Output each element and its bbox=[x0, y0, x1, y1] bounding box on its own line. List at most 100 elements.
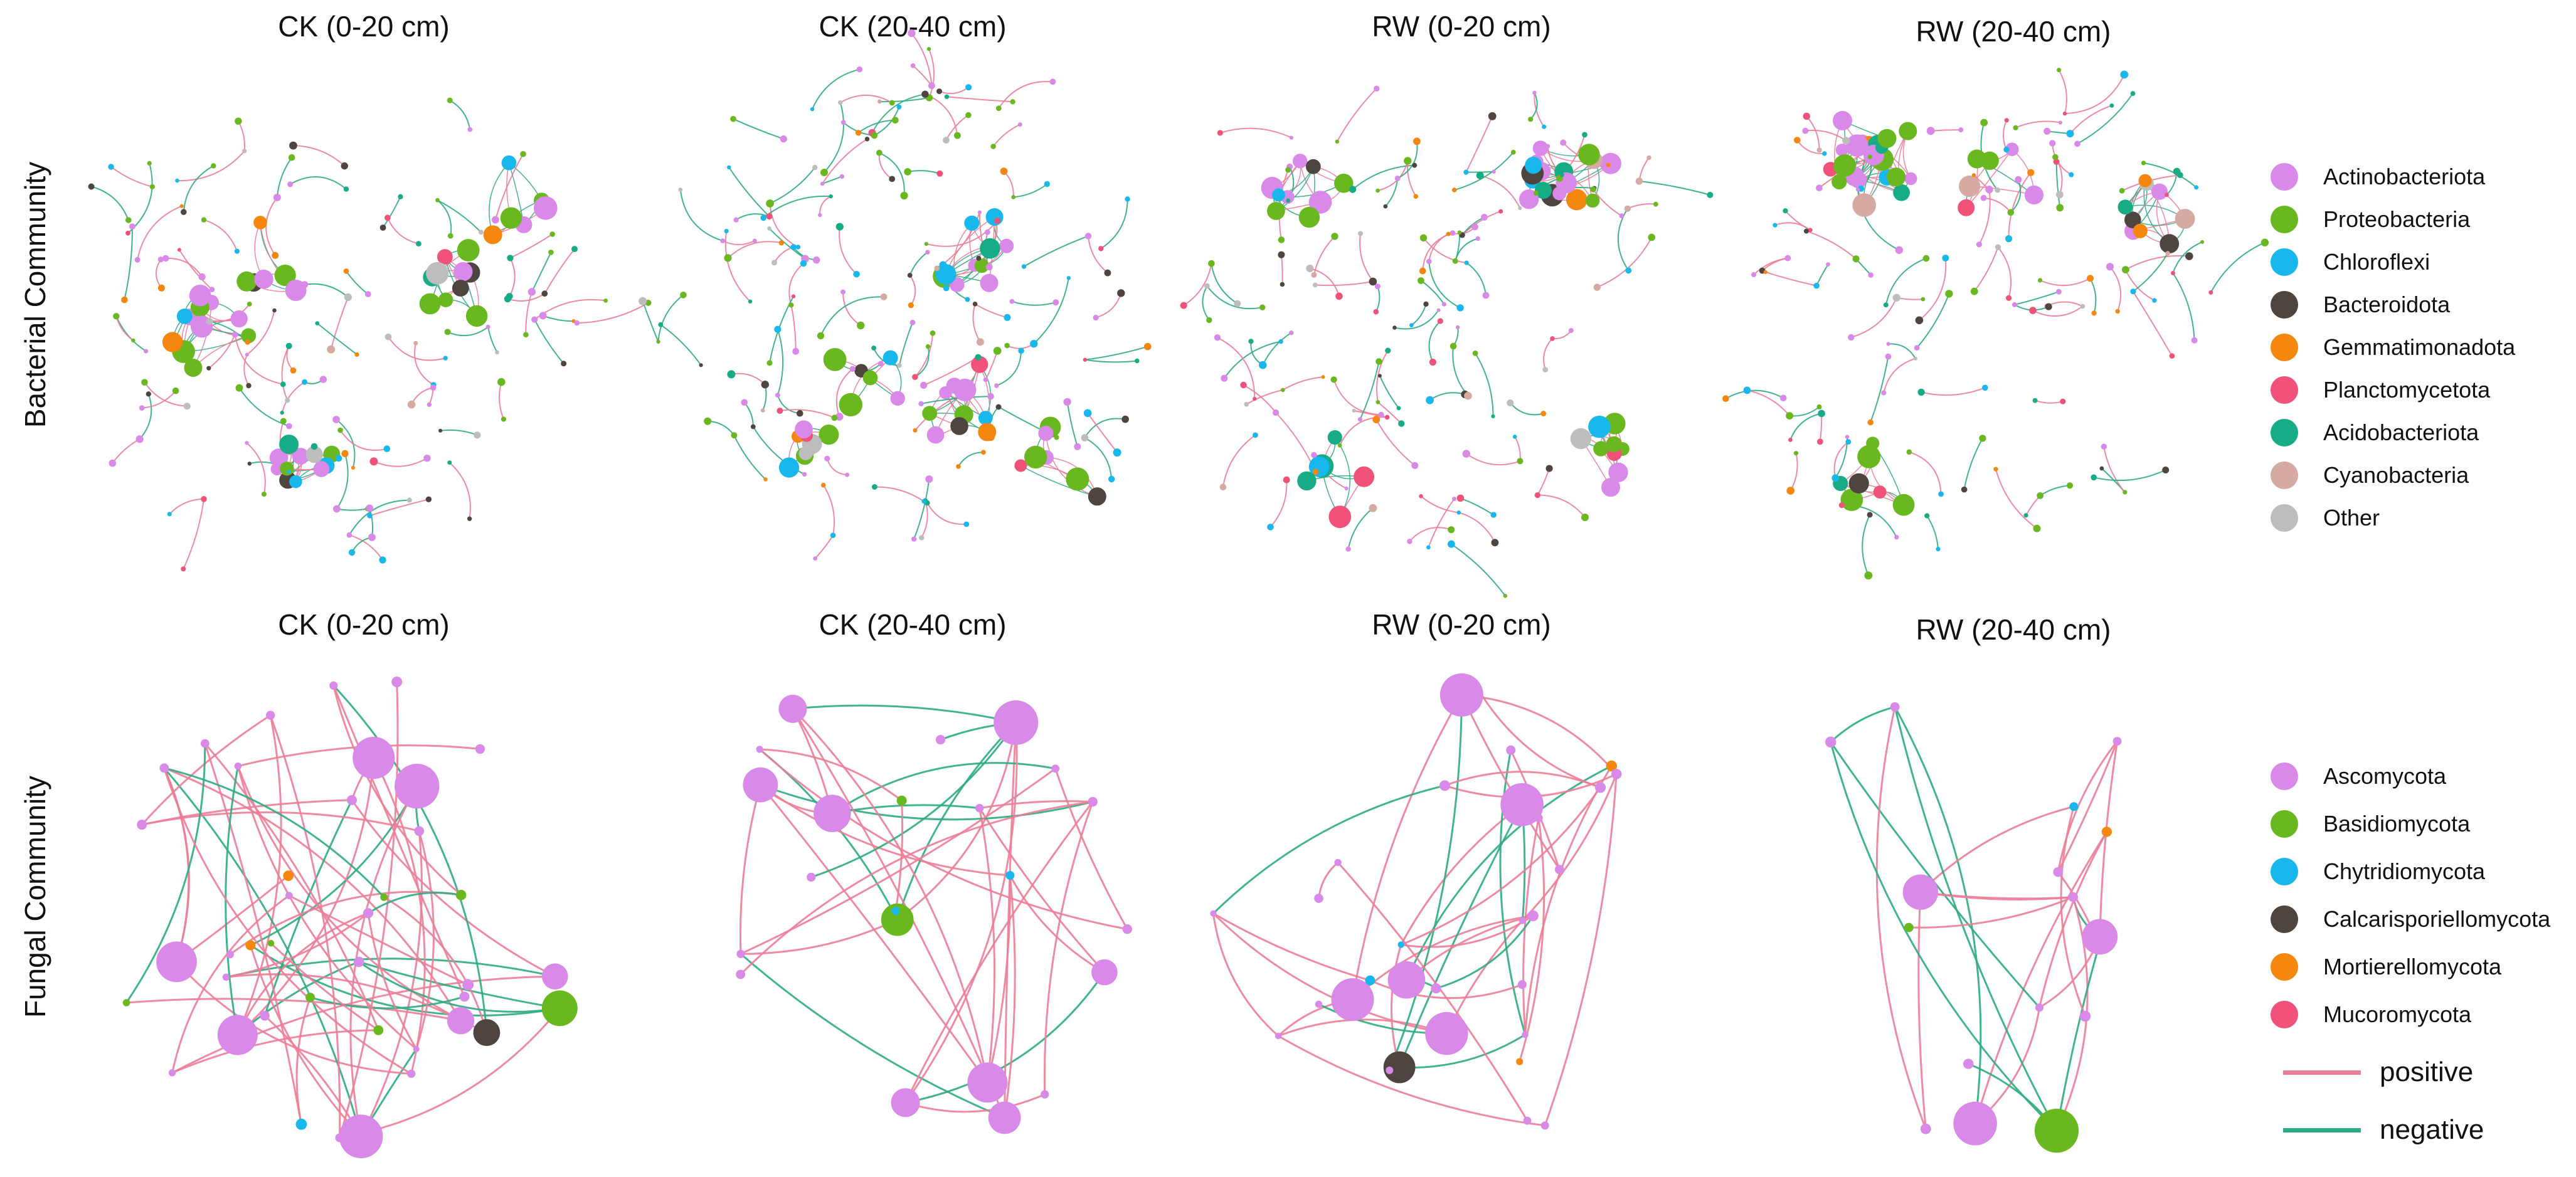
network-edge bbox=[1983, 197, 2012, 213]
network-node bbox=[369, 457, 378, 466]
network-node bbox=[1275, 1032, 1282, 1040]
network-node bbox=[975, 354, 982, 361]
network-node bbox=[1488, 112, 1497, 120]
network-edge bbox=[1333, 379, 1382, 416]
network-node bbox=[1365, 975, 1375, 986]
network-node bbox=[1887, 167, 1906, 187]
network-node bbox=[1601, 478, 1620, 497]
network-node bbox=[1751, 272, 1757, 278]
fungal-network-ck-20-40 bbox=[736, 694, 1132, 1134]
network-node bbox=[236, 271, 257, 292]
network-node bbox=[1471, 223, 1478, 231]
network-edge bbox=[112, 438, 140, 464]
network-node bbox=[1121, 415, 1129, 423]
network-node bbox=[1280, 282, 1285, 287]
network-node bbox=[1312, 468, 1319, 475]
network-node bbox=[1372, 416, 1381, 423]
network-node bbox=[413, 340, 418, 346]
network-node bbox=[792, 347, 800, 355]
network-node bbox=[2080, 303, 2086, 309]
network-edge bbox=[1916, 293, 1950, 349]
network-edge bbox=[164, 767, 462, 1021]
legend-label: Chloroflexi bbox=[2323, 249, 2430, 275]
network-edge bbox=[1318, 862, 1339, 899]
network-node bbox=[379, 556, 386, 564]
network-edge bbox=[139, 393, 152, 440]
network-node bbox=[2124, 211, 2141, 228]
network-edge bbox=[373, 457, 428, 467]
network-edge bbox=[1428, 233, 1449, 262]
network-node bbox=[724, 254, 732, 262]
network-node bbox=[341, 162, 348, 170]
network-node bbox=[1593, 283, 1601, 291]
network-edge bbox=[1789, 406, 1820, 417]
network-node bbox=[925, 344, 931, 349]
network-node bbox=[283, 870, 294, 881]
network-edge bbox=[894, 800, 904, 911]
network-edge bbox=[913, 478, 930, 539]
network-node bbox=[1472, 351, 1478, 356]
network-edge bbox=[1480, 174, 1521, 209]
network-node bbox=[1570, 428, 1592, 450]
network-node bbox=[756, 746, 763, 753]
network-edge bbox=[487, 327, 498, 353]
network-node bbox=[767, 226, 771, 231]
network-edge bbox=[822, 138, 868, 184]
network-node bbox=[1473, 683, 1481, 691]
legend-dot-icon bbox=[2271, 419, 2298, 446]
network-node bbox=[1802, 127, 1809, 134]
network-node bbox=[1852, 255, 1860, 263]
network-node bbox=[919, 535, 925, 541]
legend-dot-icon bbox=[2271, 905, 2298, 933]
network-node bbox=[1180, 302, 1187, 309]
network-edge bbox=[2133, 291, 2173, 357]
network-node bbox=[1707, 191, 1714, 198]
network-node bbox=[913, 428, 918, 433]
network-node bbox=[1582, 132, 1587, 138]
network-edge bbox=[2058, 70, 2067, 114]
network-node bbox=[980, 238, 1000, 259]
network-node bbox=[1586, 193, 1600, 208]
network-node bbox=[1452, 258, 1458, 264]
network-edge bbox=[1246, 389, 1283, 405]
network-edge bbox=[339, 682, 399, 1138]
network-edge bbox=[1461, 694, 1618, 775]
network-node bbox=[137, 820, 147, 830]
legend-dot-icon bbox=[2271, 163, 2298, 191]
network-edge bbox=[1805, 129, 1847, 142]
network-node bbox=[930, 330, 936, 336]
network-edge bbox=[1429, 392, 1465, 401]
network-node bbox=[1893, 184, 1910, 201]
network-node bbox=[1953, 1101, 1997, 1146]
network-edge bbox=[760, 748, 903, 801]
network-node bbox=[168, 1069, 176, 1077]
network-node bbox=[2169, 353, 2175, 359]
network-edge bbox=[1212, 913, 1280, 1037]
legend-label: Cyanobacteria bbox=[2323, 462, 2469, 488]
network-node bbox=[157, 256, 164, 263]
network-node bbox=[766, 360, 773, 366]
network-node bbox=[527, 288, 536, 296]
network-edge bbox=[2060, 806, 2086, 1017]
network-node bbox=[1559, 172, 1564, 177]
bacterial-network-ck-20-40 bbox=[639, 29, 1152, 561]
network-node bbox=[1588, 415, 1611, 438]
network-edge bbox=[2014, 291, 2059, 305]
network-node bbox=[2200, 240, 2205, 244]
network-edge bbox=[1013, 183, 1047, 198]
network-node bbox=[1822, 151, 1827, 156]
network-node bbox=[1845, 439, 1852, 445]
legend-item: Mucoromycota bbox=[2271, 996, 2471, 1033]
network-node bbox=[1519, 917, 1527, 924]
network-node bbox=[1492, 169, 1496, 174]
network-edge bbox=[1262, 332, 1292, 366]
network-edge bbox=[2210, 241, 2266, 293]
network-edge bbox=[1816, 264, 1829, 287]
network-edge bbox=[1436, 915, 1534, 990]
legend-label: Chytridiomycota bbox=[2323, 858, 2486, 884]
network-node bbox=[896, 795, 907, 806]
network-node bbox=[280, 462, 294, 476]
network-node bbox=[766, 213, 773, 220]
network-node bbox=[911, 536, 917, 542]
network-node bbox=[1413, 137, 1421, 145]
